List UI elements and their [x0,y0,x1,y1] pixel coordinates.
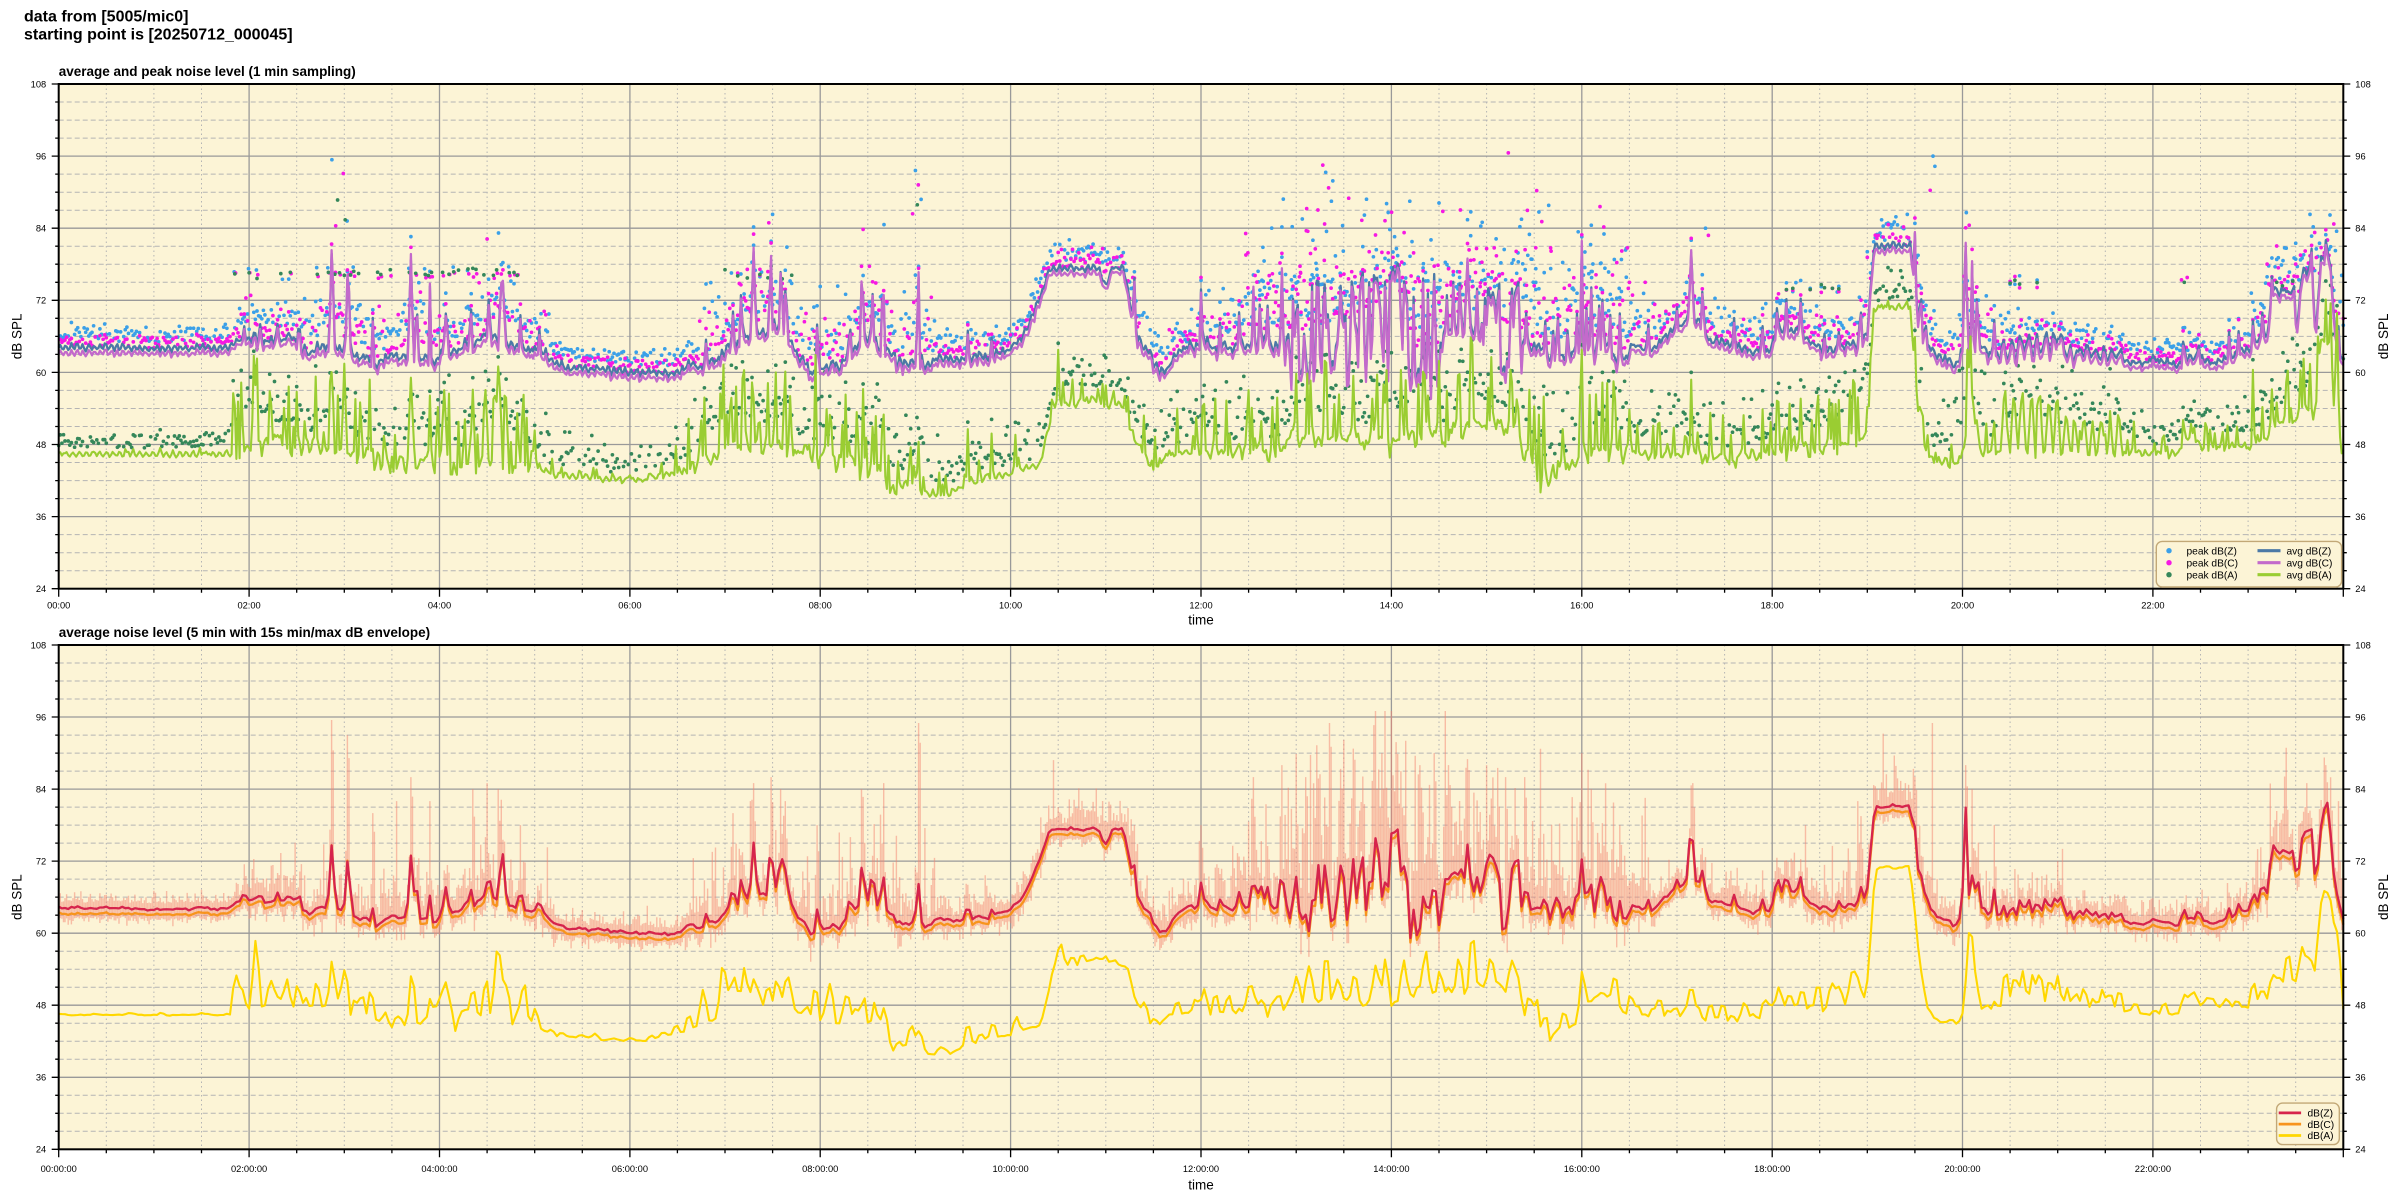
svg-text:time: time [1188,1178,1214,1193]
svg-text:12:00:00: 12:00:00 [1183,1164,1219,1174]
svg-text:96: 96 [2355,712,2365,722]
svg-text:08:00:00: 08:00:00 [802,1164,838,1174]
svg-text:data from [5005/mic0]: data from [5005/mic0] [24,9,189,26]
svg-text:96: 96 [36,712,46,722]
svg-text:18:00: 18:00 [1761,601,1784,611]
svg-text:average noise level (5 min wit: average noise level (5 min with 15s min/… [59,625,430,640]
svg-text:24: 24 [2355,584,2365,594]
svg-text:avg dB(C): avg dB(C) [2287,558,2333,569]
svg-text:dB(A): dB(A) [2308,1131,2334,1142]
svg-text:12:00: 12:00 [1189,601,1212,611]
svg-text:72: 72 [36,857,46,867]
svg-text:22:00:00: 22:00:00 [2135,1164,2171,1174]
svg-text:00:00: 00:00 [47,601,70,611]
svg-text:84: 84 [36,224,46,234]
svg-text:20:00: 20:00 [1951,601,1974,611]
svg-text:peak dB(A): peak dB(A) [2187,570,2238,581]
svg-text:14:00:00: 14:00:00 [1373,1164,1409,1174]
svg-text:60: 60 [36,368,46,378]
svg-text:96: 96 [36,152,46,162]
svg-text:04:00: 04:00 [428,601,451,611]
svg-text:24: 24 [36,1145,46,1155]
svg-text:02:00: 02:00 [237,601,260,611]
svg-text:24: 24 [36,584,46,594]
svg-text:dB SPL: dB SPL [2376,874,2391,920]
svg-text:02:00:00: 02:00:00 [231,1164,267,1174]
svg-text:04:00:00: 04:00:00 [421,1164,457,1174]
svg-text:22:00: 22:00 [2141,601,2164,611]
svg-text:dB(Z): dB(Z) [2308,1109,2333,1120]
svg-text:average and peak noise level (: average and peak noise level (1 min samp… [59,64,356,79]
svg-text:72: 72 [36,296,46,306]
svg-text:84: 84 [2355,224,2365,234]
svg-text:starting point is [20250712_00: starting point is [20250712_000045] [24,27,293,44]
svg-text:108: 108 [2355,79,2371,89]
svg-text:peak dB(Z): peak dB(Z) [2187,546,2237,557]
svg-text:108: 108 [2355,640,2371,650]
svg-text:10:00: 10:00 [999,601,1022,611]
svg-text:48: 48 [36,1001,46,1011]
svg-text:16:00:00: 16:00:00 [1564,1164,1600,1174]
svg-text:18:00:00: 18:00:00 [1754,1164,1790,1174]
svg-text:10:00:00: 10:00:00 [992,1164,1028,1174]
svg-text:dB SPL: dB SPL [10,874,25,920]
svg-text:00:00:00: 00:00:00 [41,1164,77,1174]
svg-text:72: 72 [2355,296,2365,306]
svg-text:36: 36 [36,512,46,522]
svg-text:dB(C): dB(C) [2308,1120,2335,1131]
svg-text:08:00: 08:00 [809,601,832,611]
svg-text:84: 84 [2355,785,2365,795]
svg-text:60: 60 [2355,368,2365,378]
svg-text:avg dB(A): avg dB(A) [2287,570,2332,581]
svg-text:108: 108 [31,640,47,650]
svg-text:48: 48 [36,440,46,450]
svg-text:60: 60 [2355,929,2365,939]
svg-text:72: 72 [2355,857,2365,867]
svg-text:dB SPL: dB SPL [2376,313,2391,359]
svg-text:20:00:00: 20:00:00 [1944,1164,1980,1174]
svg-text:48: 48 [2355,1001,2365,1011]
svg-text:06:00:00: 06:00:00 [612,1164,648,1174]
svg-text:36: 36 [2355,1073,2365,1083]
svg-text:time: time [1188,613,1214,628]
svg-text:48: 48 [2355,440,2365,450]
svg-text:96: 96 [2355,152,2365,162]
svg-text:36: 36 [36,1073,46,1083]
svg-text:16:00: 16:00 [1570,601,1593,611]
svg-text:36: 36 [2355,512,2365,522]
svg-text:peak dB(C): peak dB(C) [2187,558,2239,569]
svg-text:84: 84 [36,785,46,795]
svg-text:60: 60 [36,929,46,939]
svg-text:108: 108 [31,79,47,89]
svg-text:dB SPL: dB SPL [10,313,25,359]
svg-text:06:00: 06:00 [618,601,641,611]
svg-text:14:00: 14:00 [1380,601,1403,611]
svg-text:avg dB(Z): avg dB(Z) [2287,546,2332,557]
svg-text:24: 24 [2355,1145,2365,1155]
